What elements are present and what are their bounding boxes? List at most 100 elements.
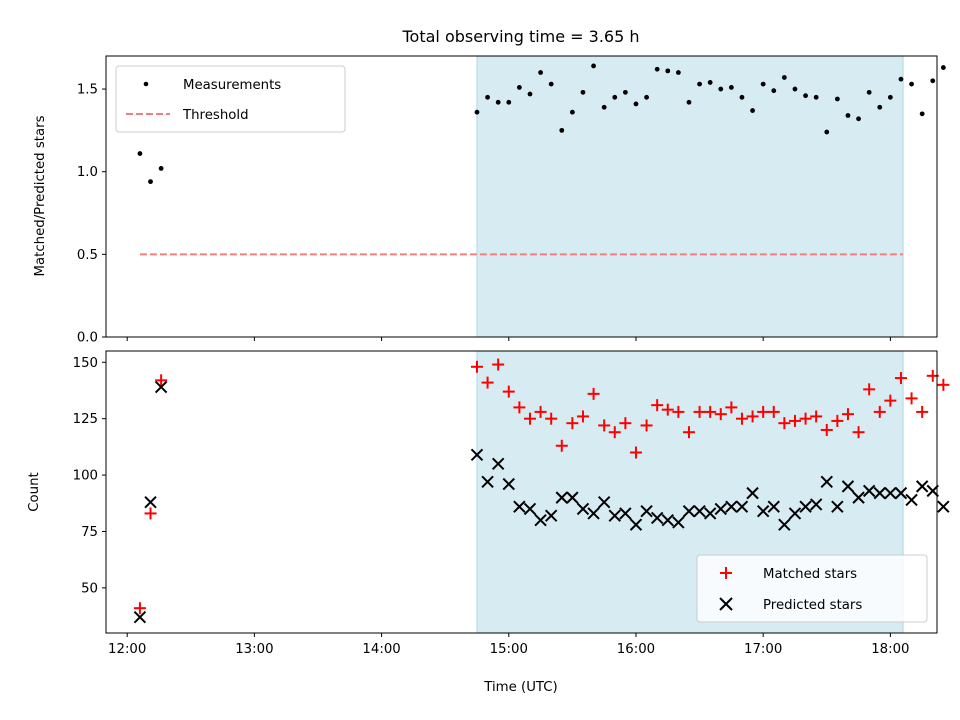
measurements-point [665,68,671,74]
top-panel-frame [105,55,938,338]
predicted-stars-point [756,504,770,518]
legend-predicted-marker [719,597,733,611]
measurements-point [506,99,512,105]
matched-stars-point [629,446,642,459]
matched-stars-point [799,412,812,425]
measurements-point [845,113,851,118]
predicted-stars-point [693,504,706,518]
matched-stars-point [863,383,876,396]
matched-stars-point [661,403,674,416]
matched-stars-point [905,392,918,405]
measurements-point [824,129,830,135]
matched-stars-point [587,387,600,400]
measurements-point [697,81,702,87]
matched-stars-point [884,394,897,407]
measurements-point [559,127,565,133]
measurements-point [803,93,808,99]
legend-threshold-label: Threshold [182,108,249,123]
measurements-point [485,94,490,100]
chart-title: Total observing time = 3.65 h [401,27,639,46]
predicted-stars-point [873,486,886,500]
matched-stars-point [566,417,579,430]
x-tick-label: 14:00 [362,642,400,657]
measurements-point [781,75,787,80]
matched-stars-point [693,405,706,418]
predicted-stars-point [629,518,643,531]
measurements-point [675,70,681,75]
measurements-point [612,94,618,100]
legend-predicted-label: Predicted stars [763,598,862,613]
x-axis-label: Time (UTC) [483,680,558,695]
matched-stars-point [651,399,664,412]
measurements-point [739,94,745,100]
measurements-point [148,179,153,185]
top-y-tick-label: 0.5 [77,248,98,263]
predicted-stars-point [144,495,157,509]
predicted-stars-point [735,500,749,513]
matched-stars-point [852,426,865,439]
measurements-point [548,81,554,87]
matched-stars-point [873,405,886,418]
measurements-point [834,96,840,102]
matched-stars-point [831,414,844,427]
predicted-stars-point [555,491,568,504]
predicted-stars-point [672,516,685,529]
predicted-stars-point [133,611,147,624]
matched-stars-point [916,405,929,418]
predicted-stars-point [640,504,653,518]
predicted-stars-point [523,502,537,516]
top-legend: Measurements Threshold [115,65,346,133]
measurements-point [654,66,660,72]
matched-stars-point [714,408,727,421]
measurements-point [792,86,798,92]
matched-stars-point [640,419,653,432]
matched-stars-point [133,602,146,615]
matched-stars-point [894,372,907,385]
predicted-stars-point [597,495,611,509]
bottom-legend-box [696,554,928,623]
predicted-stars-point [809,498,823,511]
top-y-tick-label: 1.0 [77,165,98,180]
matched-stars-point [746,410,759,423]
measurements-point [591,63,596,69]
bottom-legend: Matched stars Predicted stars [696,554,928,623]
measurements-point [580,89,586,95]
matched-stars-point [598,419,611,432]
measurements-point [137,151,143,156]
matched-stars-point [757,405,770,418]
predicted-stars-point [513,500,526,513]
measurements-point [538,70,543,75]
matched-stars-point [502,385,515,398]
matched-stars-point [672,405,685,418]
matched-stars-point [523,412,536,425]
matched-stars-point [513,401,526,414]
predicted-stars-point [725,500,738,513]
predicted-stars-point [154,380,168,394]
x-tick-label: 13:00 [235,642,273,657]
matched-stars-point [778,417,791,430]
measurements-point [644,94,649,100]
matched-stars-point [682,426,695,439]
predicted-stars-point [661,513,674,527]
matched-stars-point [810,410,823,423]
predicted-stars-point [778,518,791,531]
measurements-point [760,81,766,87]
x-tick-label: 18:00 [871,642,909,657]
measurements-point [771,88,777,94]
bot-y-tick-label: 100 [73,469,98,484]
predicted-stars-point [566,491,579,504]
bot-y-tick-label: 50 [81,581,98,596]
predicted-stars-point [894,486,908,500]
top-y-axis-label: Matched/Predicted stars [33,115,48,276]
predicted-stars-point [884,486,897,500]
x-tick-label: 15:00 [490,642,528,657]
measurements-point [569,109,575,115]
predicted-stars-point [926,484,939,498]
predicted-stars-point [682,504,696,518]
matched-stars-point [608,426,621,439]
bot-y-tick-label: 125 [73,412,98,427]
legend-measurements-label: Measurements [183,78,281,93]
measurements-point [158,166,164,171]
measurements-point [633,101,639,107]
